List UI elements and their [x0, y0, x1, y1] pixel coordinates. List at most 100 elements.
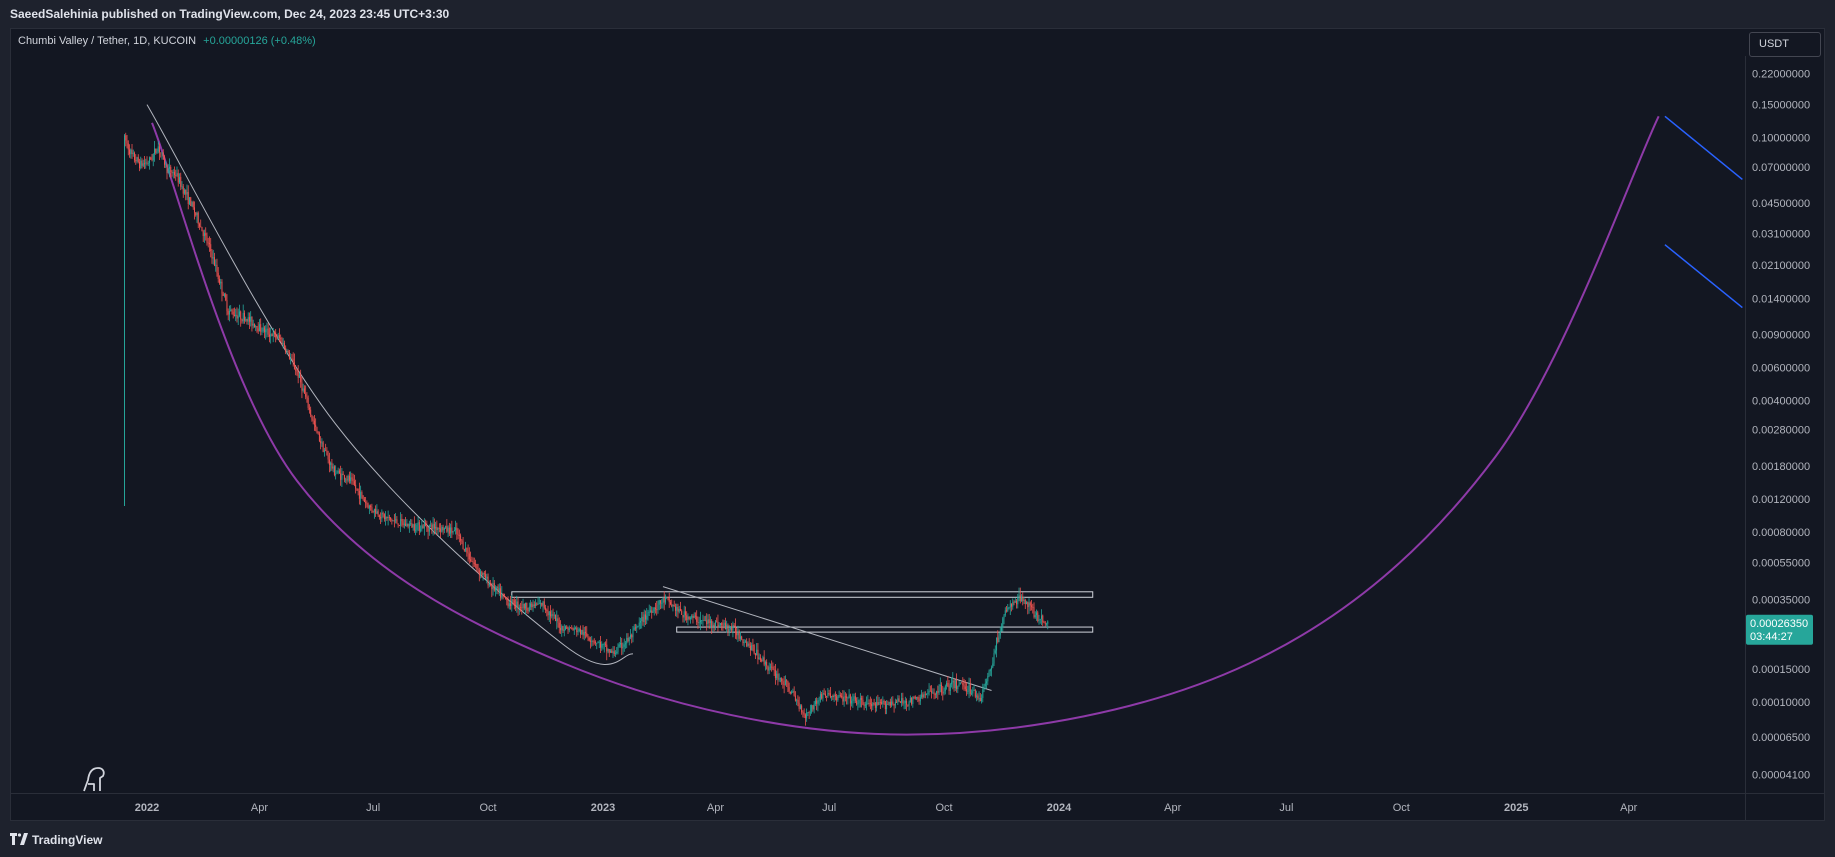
candle [802, 712, 804, 713]
candle [331, 462, 333, 469]
candle [977, 695, 979, 699]
candle [446, 526, 448, 532]
candle [337, 470, 339, 473]
candle [803, 712, 805, 715]
candle [607, 648, 609, 652]
candle [146, 162, 148, 164]
candle [585, 631, 587, 634]
candle [321, 442, 323, 444]
candle [733, 625, 735, 627]
candle [236, 314, 238, 319]
candle [667, 597, 669, 599]
candle [242, 312, 244, 322]
candle [300, 374, 302, 383]
price-axis[interactable]: 0.22000000 0.15000000 0.10000000 0.07000000… [1752, 68, 1810, 781]
candle [298, 374, 300, 378]
candle [473, 562, 475, 564]
candle [769, 666, 771, 668]
candle [241, 319, 243, 322]
candle [502, 593, 504, 595]
candle [167, 168, 169, 174]
candle [596, 642, 598, 644]
candle [721, 623, 723, 626]
candle [597, 642, 599, 644]
candle [406, 523, 408, 527]
candle [377, 511, 379, 516]
candle [415, 529, 417, 531]
candle [400, 518, 402, 526]
symbol-title: Chumbi Valley / Tether, 1D, KUCOIN [18, 35, 197, 47]
candle [632, 629, 634, 638]
candle [697, 622, 699, 623]
candle [859, 698, 861, 700]
candle [936, 691, 938, 695]
candle [292, 358, 294, 363]
candle [260, 324, 262, 332]
time-axis-divider [10, 793, 1825, 794]
candle [651, 610, 653, 613]
candle [372, 510, 374, 512]
candle [811, 705, 813, 713]
candle [277, 335, 279, 339]
candle [742, 639, 744, 643]
candle [496, 586, 498, 589]
candle [207, 242, 209, 244]
x-tick-label: Apr [707, 802, 724, 814]
candle [1027, 602, 1029, 608]
candle [335, 473, 337, 475]
candle [758, 657, 760, 660]
symbol-legend[interactable]: Chumbi Valley / Tether, 1D, KUCOIN +0.00… [18, 35, 316, 47]
candle [913, 696, 915, 698]
candle [947, 682, 949, 687]
candle [530, 603, 532, 607]
x-tick-label: Apr [1620, 802, 1637, 814]
candle [891, 701, 893, 706]
candle [512, 599, 514, 601]
tradingview-logo-icon [10, 832, 28, 848]
candle [237, 315, 239, 319]
candle [682, 614, 684, 618]
candle [210, 244, 212, 252]
currency-button[interactable]: USDT [1749, 32, 1821, 57]
candle [462, 541, 464, 550]
candle [140, 160, 142, 169]
candle [262, 327, 264, 332]
price-change: +0.00000126 (+0.48%) [203, 35, 316, 47]
candle [313, 420, 315, 425]
candle [136, 157, 138, 162]
candle [310, 409, 312, 416]
candle [156, 151, 158, 153]
chart-area[interactable] [10, 28, 1825, 821]
candle [606, 644, 608, 652]
candle [421, 525, 423, 530]
candle [786, 680, 788, 682]
candle [653, 607, 655, 612]
candle [181, 186, 183, 188]
candle [736, 632, 738, 636]
candle [495, 588, 497, 591]
time-axis[interactable]: 2022 Apr Jul Oct 2023 Apr Jul Oct 2024 Apr Jul Oct 2… [135, 802, 1638, 814]
candle [346, 479, 348, 481]
candle [828, 693, 830, 694]
candle [702, 619, 704, 621]
candle [821, 694, 823, 699]
candle [842, 697, 844, 702]
candle [206, 235, 208, 243]
candle [517, 601, 519, 609]
candle [392, 520, 394, 522]
candle [266, 328, 268, 330]
candle [458, 535, 460, 536]
candle [362, 495, 364, 500]
candle [708, 619, 710, 623]
candle [611, 650, 613, 653]
candle [227, 311, 229, 315]
candle [669, 602, 671, 605]
candle [793, 690, 795, 696]
candle [566, 626, 568, 629]
candle [783, 684, 785, 685]
y-tick-label: 0.10000000 [1752, 133, 1810, 145]
candle [762, 657, 764, 661]
candle [814, 700, 816, 705]
candle [316, 427, 318, 432]
